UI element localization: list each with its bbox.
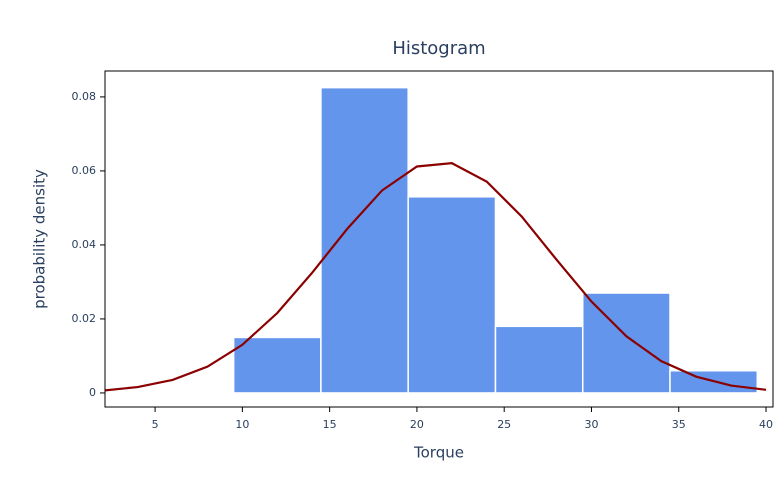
x-tick-label: 20 xyxy=(410,418,424,431)
plot-frame xyxy=(104,70,774,408)
bar xyxy=(232,336,322,394)
x-tick-label: 10 xyxy=(235,418,249,431)
y-tick-label: 0.06 xyxy=(72,164,97,177)
density-curve xyxy=(105,162,767,392)
y-tick-label: 0.04 xyxy=(72,238,97,251)
x-tick-label: 15 xyxy=(323,418,337,431)
x-tick-label: 5 xyxy=(152,418,159,431)
y-tick-label: 0.08 xyxy=(72,90,97,103)
bar xyxy=(407,196,497,394)
x-tick-label: 30 xyxy=(584,418,598,431)
bar xyxy=(494,325,584,394)
y-tick-label: 0 xyxy=(89,386,96,399)
x-tick-label: 40 xyxy=(759,418,773,431)
chart-title: Histogram xyxy=(392,38,485,59)
y-tick-label: 0.02 xyxy=(72,312,97,325)
y-axis-title: probability density xyxy=(31,169,49,309)
bar xyxy=(320,86,409,394)
x-tick-label: 25 xyxy=(497,418,511,431)
x-axis-title: Torque xyxy=(413,444,464,462)
plot-area xyxy=(105,86,767,394)
x-tick-label: 35 xyxy=(672,418,686,431)
bar xyxy=(581,292,671,394)
